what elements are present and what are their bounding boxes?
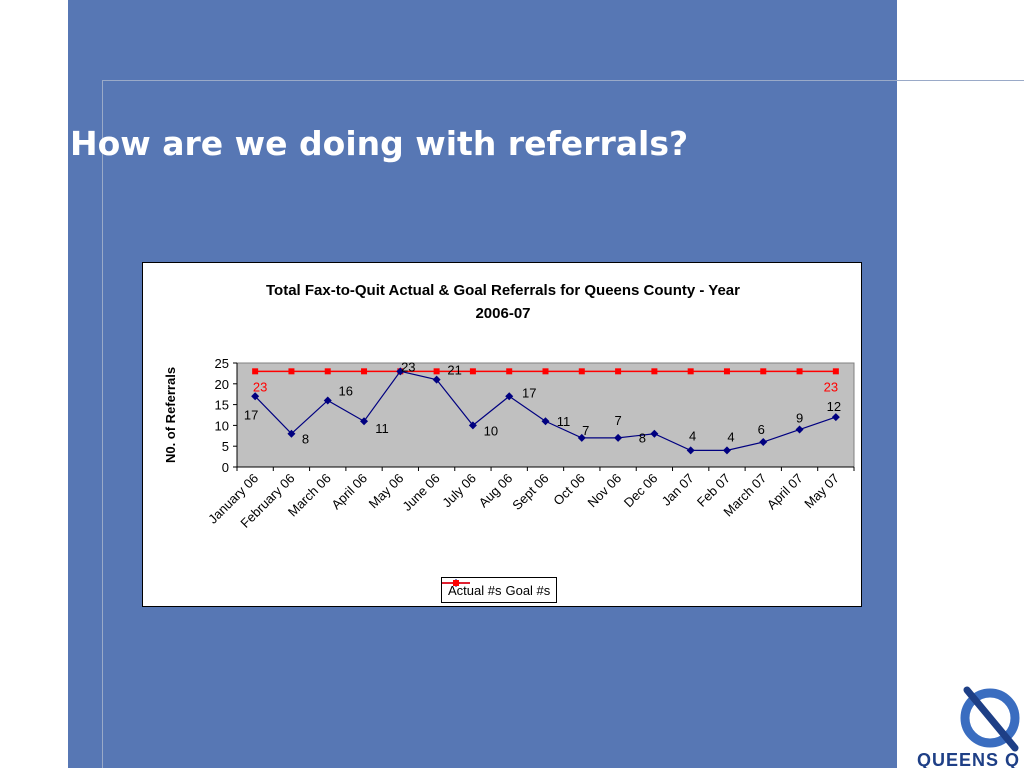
goal-point (832, 368, 839, 375)
y-tick-label: 25 (215, 356, 229, 371)
vertical-divider (102, 80, 103, 768)
goal-data-label: 23 (253, 379, 267, 394)
goal-point (651, 368, 658, 375)
goal-point (252, 368, 259, 375)
circle-slash-logo-icon (960, 686, 1020, 752)
actual-data-label: 6 (758, 422, 765, 437)
actual-point (577, 433, 586, 442)
x-tick-label: Sept 06 (509, 471, 551, 513)
actual-data-label: 4 (689, 428, 696, 443)
chart-title-line-2: 2006-07 (475, 305, 531, 322)
legend-label-actual: Actual #s (448, 582, 502, 598)
actual-data-label: 8 (639, 431, 646, 446)
goal-data-label: 23 (824, 379, 838, 394)
goal-point (288, 368, 295, 375)
actual-point (360, 417, 369, 426)
goal-point (324, 368, 331, 375)
horizontal-divider (102, 80, 1024, 81)
actual-data-label: 8 (302, 432, 309, 447)
slide-title: How are we doing with referrals? (70, 124, 689, 163)
goal-point (687, 368, 694, 375)
plot-area (236, 362, 855, 468)
actual-data-label: 9 (796, 411, 803, 426)
chart-container: Total Fax-to-Quit Actual & Goal Referral… (142, 262, 862, 607)
x-tick-label: June 06 (399, 471, 442, 514)
y-tick-label: 0 (222, 460, 229, 475)
actual-point (323, 396, 332, 405)
actual-point (396, 367, 405, 376)
x-tick-label: Nov 06 (584, 471, 624, 511)
goal-point (433, 368, 440, 375)
actual-data-label: 11 (557, 414, 571, 429)
actual-data-label: 21 (447, 363, 461, 378)
actual-point (614, 433, 623, 442)
goal-point (542, 368, 549, 375)
y-tick-label: 15 (215, 398, 229, 413)
chart-title: Total Fax-to-Quit Actual & Goal Referral… (203, 279, 803, 325)
actual-point (251, 392, 260, 401)
actual-point (468, 421, 477, 430)
x-tick-label: May 07 (801, 471, 842, 512)
x-tick-label: July 06 (439, 471, 479, 511)
goal-point (796, 368, 803, 375)
x-tick-label: April 07 (764, 471, 806, 513)
x-tick-label: April 06 (328, 471, 370, 513)
actual-data-label: 4 (727, 429, 734, 444)
actual-data-label: 10 (484, 423, 498, 438)
square-marker-icon (442, 580, 470, 586)
actual-point (686, 446, 695, 455)
goal-point (469, 368, 476, 375)
legend-label-goal: Goal #s (505, 582, 551, 598)
actual-point (831, 413, 840, 422)
actual-data-label: 12 (827, 399, 841, 414)
goal-point (760, 368, 767, 375)
goal-point (361, 368, 368, 375)
goal-point (615, 368, 622, 375)
actual-point (759, 438, 768, 447)
actual-point (432, 375, 441, 384)
actual-data-label: 7 (614, 413, 621, 428)
x-tick-label: Dec 06 (621, 471, 661, 511)
y-tick-label: 5 (222, 439, 229, 454)
actual-point (795, 425, 804, 434)
actual-data-label: 16 (339, 383, 353, 398)
actual-point (650, 429, 659, 438)
actual-point (287, 429, 296, 438)
actual-point (541, 417, 550, 426)
x-tick-label: Aug 06 (476, 471, 516, 511)
y-tick-label: 20 (215, 377, 229, 392)
y-tick-label: 10 (215, 418, 229, 433)
y-axis-label: N0. of Referrals (163, 367, 178, 463)
x-tick-label: Oct 06 (550, 471, 588, 509)
actual-data-label: 11 (375, 421, 389, 436)
x-tick-label: Jan 07 (659, 471, 697, 509)
actual-data-label: 17 (244, 407, 258, 422)
actual-data-label: 17 (522, 385, 536, 400)
goal-point (723, 368, 730, 375)
chart-title-line-1: Total Fax-to-Quit Actual & Goal Referral… (266, 282, 740, 299)
actual-data-label: 23 (401, 359, 415, 374)
goal-point (506, 368, 513, 375)
actual-data-label: 7 (582, 423, 589, 438)
actual-point (722, 446, 731, 455)
actual-point (505, 392, 514, 401)
legend-item-goal: Goal #s (442, 580, 551, 598)
queens-logo: QUEENS Q (915, 680, 1024, 768)
goal-point (578, 368, 585, 375)
logo-text: QUEENS Q (917, 750, 1021, 768)
chart-legend: Actual #s Goal #s (441, 577, 558, 603)
